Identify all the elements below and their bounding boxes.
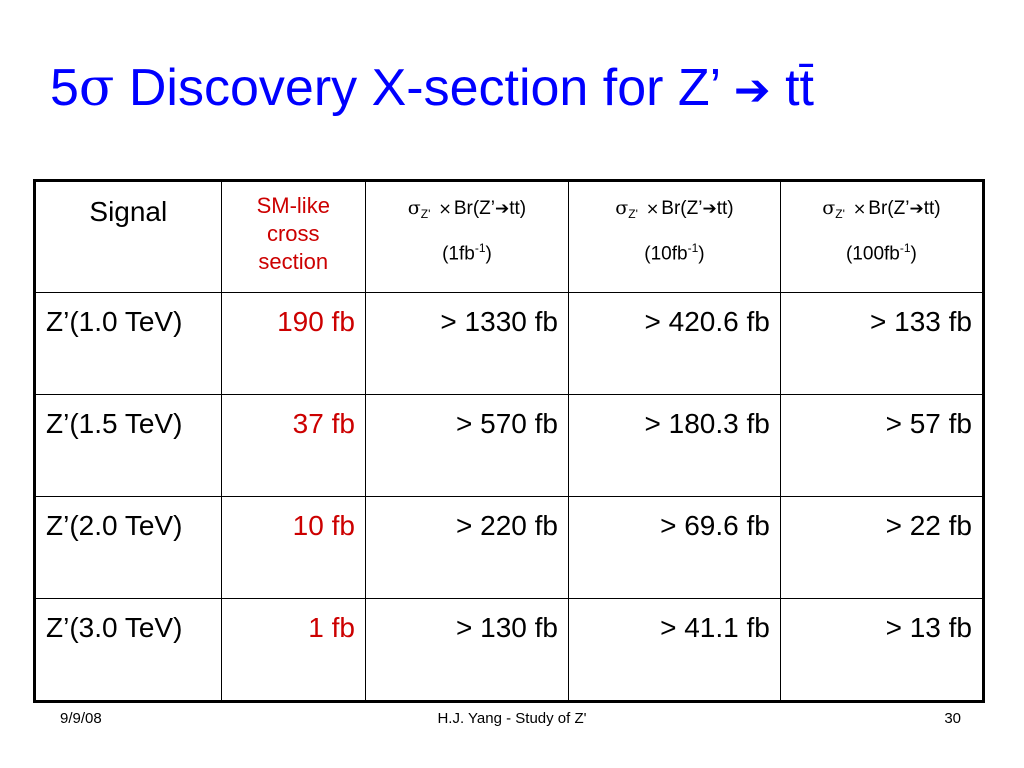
cell-smlike: 37 fb xyxy=(220,394,366,497)
cell-lumi-100: > 13 fb xyxy=(779,598,985,702)
formula-br: Br(Z’ xyxy=(661,198,703,219)
lumi-10-value: > 69.6 fb xyxy=(660,510,770,541)
smlike-line-1: SM-like xyxy=(256,193,330,218)
cell-lumi-1: > 1330 fb xyxy=(364,292,569,395)
table-row: Z’(3.0 TeV) 1 fb > 130 fb > 41.1 fb > 13… xyxy=(34,598,985,702)
times-symbol: × xyxy=(438,199,452,218)
cell-signal: Z’(1.0 TeV) xyxy=(34,292,222,395)
lumi-10-value: > 180.3 fb xyxy=(644,408,770,439)
header-formula-2: σZ' × Br(Z’➔tt) (10fb-1) xyxy=(569,182,780,268)
formula-final: tt) xyxy=(509,198,527,219)
formula-subscript: Z' xyxy=(420,207,431,221)
formula-subscript: Z' xyxy=(835,207,845,221)
formula-br: Br(Z’ xyxy=(868,198,910,219)
smlike-value: 37 fb xyxy=(292,408,355,439)
times-symbol: × xyxy=(852,199,867,218)
lumi-100-value: > 13 fb xyxy=(885,612,972,643)
lumi-1-value: > 130 fb xyxy=(456,612,558,643)
sigma-symbol: σ xyxy=(407,197,421,219)
lumi-close: ) xyxy=(698,243,705,265)
lumi-close: ) xyxy=(910,243,917,265)
cell-lumi-100: > 133 fb xyxy=(779,292,985,395)
arrow-right-icon: ➔ xyxy=(909,199,924,219)
lumi-exponent: -1 xyxy=(474,241,486,255)
smlike-value: 1 fb xyxy=(308,612,355,643)
formula-final: tt) xyxy=(923,198,941,219)
signal-label: Z’(1.5 TeV) xyxy=(46,408,183,439)
formula-final: tt) xyxy=(716,198,734,219)
title-prefix: 5 xyxy=(50,59,79,117)
smlike-line-2: cross xyxy=(266,221,320,246)
cell-lumi-10: > 69.6 fb xyxy=(567,496,781,599)
lumi-exponent: -1 xyxy=(899,241,911,255)
lumi-100-value: > 133 fb xyxy=(870,306,972,337)
lumi-value: (10fb xyxy=(644,243,688,265)
cell-smlike: 10 fb xyxy=(220,496,366,599)
header-smlike-label: SM-like cross section xyxy=(222,182,365,276)
arrow-right-icon: ➔ xyxy=(702,199,717,219)
formula-br: Br(Z’ xyxy=(453,198,495,219)
cell-signal: Z’(1.5 TeV) xyxy=(34,394,222,497)
slide-title: 5σ Discovery X-section for Z’ ➔ tt̄ xyxy=(50,58,814,121)
cell-smlike: 1 fb xyxy=(220,598,366,702)
lumi-1-value: > 570 fb xyxy=(456,408,558,439)
lumi-close: ) xyxy=(485,243,492,265)
signal-label: Z’(3.0 TeV) xyxy=(46,612,183,643)
table-header-row: Signal SM-like cross section σZ' × Br(Z’➔t… xyxy=(34,180,985,293)
formula-subscript: Z' xyxy=(628,207,638,221)
cell-smlike: 190 fb xyxy=(220,292,366,395)
cell-lumi-1: > 220 fb xyxy=(364,496,569,599)
cell-signal: Z’(2.0 TeV) xyxy=(34,496,222,599)
lumi-1-value: > 220 fb xyxy=(456,510,558,541)
header-signal-label: Signal xyxy=(89,196,168,227)
arrow-right-icon: ➔ xyxy=(494,199,510,219)
title-main: Discovery X-section for Z’ xyxy=(114,59,734,117)
header-smlike: SM-like cross section xyxy=(220,180,366,293)
footer-author: H.J. Yang - Study of Z' xyxy=(437,710,587,727)
header-signal: Signal xyxy=(34,180,222,293)
smlike-value: 10 fb xyxy=(292,510,355,541)
smlike-value: 190 fb xyxy=(277,306,355,337)
table-row: Z’(2.0 TeV) 10 fb > 220 fb > 69.6 fb > 2… xyxy=(34,496,985,599)
header-formula-1: σZ' × Br(Z’➔tt) (1fb-1) xyxy=(366,182,568,268)
lumi-10-value: > 420.6 fb xyxy=(644,306,770,337)
sigma-symbol: σ xyxy=(615,197,629,219)
lumi-value: (100fb xyxy=(845,243,900,265)
table-row: Z’(1.0 TeV) 190 fb > 1330 fb > 420.6 fb … xyxy=(34,292,985,395)
title-sigma: σ xyxy=(78,58,115,118)
lumi-label: (1fb-1) xyxy=(366,228,568,268)
times-symbol: × xyxy=(645,199,660,218)
lumi-label: (10fb-1) xyxy=(569,228,780,268)
title-suffix: tt̄ xyxy=(770,59,814,117)
lumi-100-value: > 22 fb xyxy=(885,510,972,541)
cell-signal: Z’(3.0 TeV) xyxy=(34,598,222,702)
xsection-table: Signal SM-like cross section σZ' × Br(Z’➔t… xyxy=(33,179,985,703)
signal-label: Z’(1.0 TeV) xyxy=(46,306,183,337)
cell-lumi-10: > 420.6 fb xyxy=(567,292,781,395)
lumi-100-value: > 57 fb xyxy=(885,408,972,439)
cell-lumi-100: > 57 fb xyxy=(779,394,985,497)
lumi-exponent: -1 xyxy=(687,241,699,255)
sigma-symbol: σ xyxy=(822,197,836,219)
cell-lumi-1: > 570 fb xyxy=(364,394,569,497)
lumi-value: (1fb xyxy=(442,243,475,265)
lumi-label: (100fb-1) xyxy=(781,228,982,268)
cell-lumi-100: > 22 fb xyxy=(779,496,985,599)
footer-date: 9/9/08 xyxy=(60,710,102,727)
header-lumi-10: σZ' × Br(Z’➔tt) (10fb-1) xyxy=(567,180,781,293)
cell-lumi-10: > 41.1 fb xyxy=(567,598,781,702)
page-number: 30 xyxy=(944,710,961,727)
cell-lumi-10: > 180.3 fb xyxy=(567,394,781,497)
lumi-10-value: > 41.1 fb xyxy=(660,612,770,643)
cell-lumi-1: > 130 fb xyxy=(364,598,569,702)
lumi-1-value: > 1330 fb xyxy=(440,306,558,337)
arrow-right-icon: ➔ xyxy=(733,65,771,116)
header-formula-3: σZ' × Br(Z’➔tt) (100fb-1) xyxy=(781,182,982,268)
header-lumi-100: σZ' × Br(Z’➔tt) (100fb-1) xyxy=(779,180,985,293)
table-row: Z’(1.5 TeV) 37 fb > 570 fb > 180.3 fb > … xyxy=(34,394,985,497)
signal-label: Z’(2.0 TeV) xyxy=(46,510,183,541)
header-lumi-1: σZ' × Br(Z’➔tt) (1fb-1) xyxy=(364,180,569,293)
smlike-line-3: section xyxy=(258,249,329,274)
